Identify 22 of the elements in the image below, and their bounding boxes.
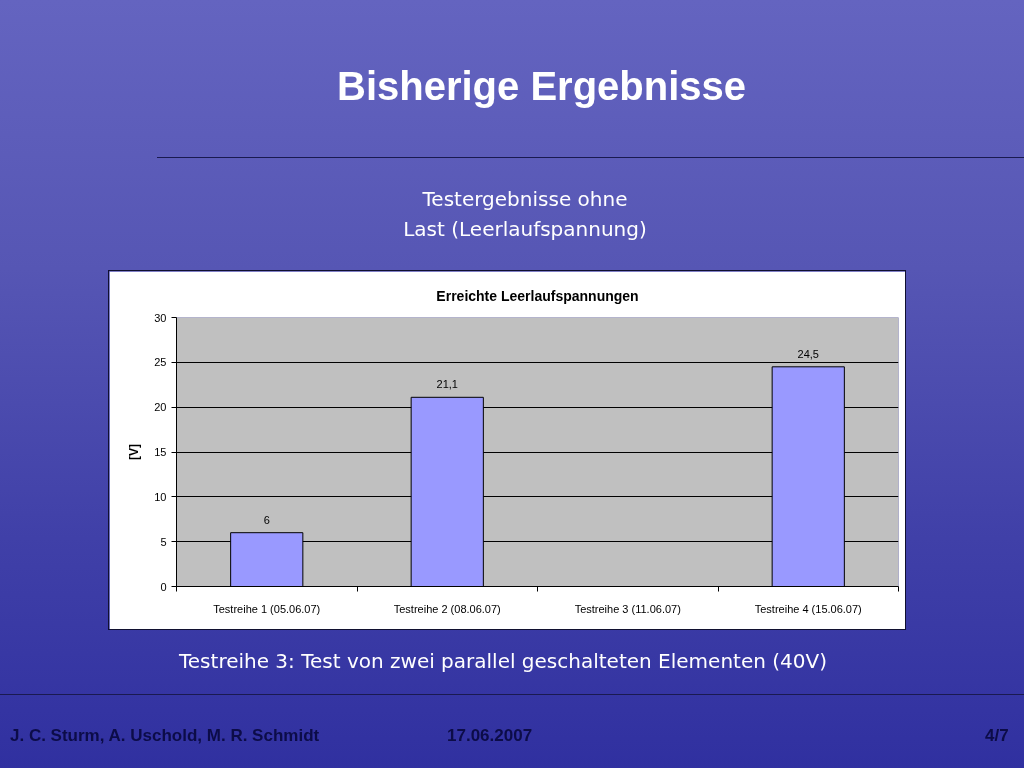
text: Bisherige Ergebnisse [337, 63, 747, 110]
chart-title: Erreichte Leerlaufspannungen [436, 287, 639, 304]
data-label: 24,5 [797, 347, 819, 360]
text: J. C. Sturm, A. Uschold, M. R. Schmidt [10, 725, 320, 747]
x-tick-label: Testreihe 1 (05.06.07) [213, 602, 321, 615]
data-label: 6 [263, 513, 270, 526]
y-tick-label: 20 [154, 401, 167, 414]
y-tick-label: 10 [154, 490, 167, 503]
y-tick-label: 25 [154, 356, 167, 369]
x-tick-label: Testreihe 3 (11.06.07) [574, 602, 681, 615]
data-label: 21,1 [436, 378, 458, 391]
y-tick-label: 0 [160, 580, 167, 593]
y-axis-title: [V] [127, 444, 142, 460]
x-tick-label: Testreihe 4 (15.06.07) [754, 602, 862, 615]
y-tick-label: 15 [154, 446, 167, 458]
text: 4/7 [985, 725, 1009, 747]
text: 17.06.2007 [447, 725, 533, 747]
x-tick-label: Testreihe 2 (08.06.07) [393, 602, 501, 615]
chart-subtitle: Testergebnisse ohne Last (Leerlaufspannung) [403, 186, 647, 243]
y-tick-label: 30 [154, 311, 167, 324]
y-tick-label: 5 [160, 535, 167, 548]
text: Testreihe 3: Test von zwei parallel geschalteten Elementen (40V) [179, 648, 827, 675]
